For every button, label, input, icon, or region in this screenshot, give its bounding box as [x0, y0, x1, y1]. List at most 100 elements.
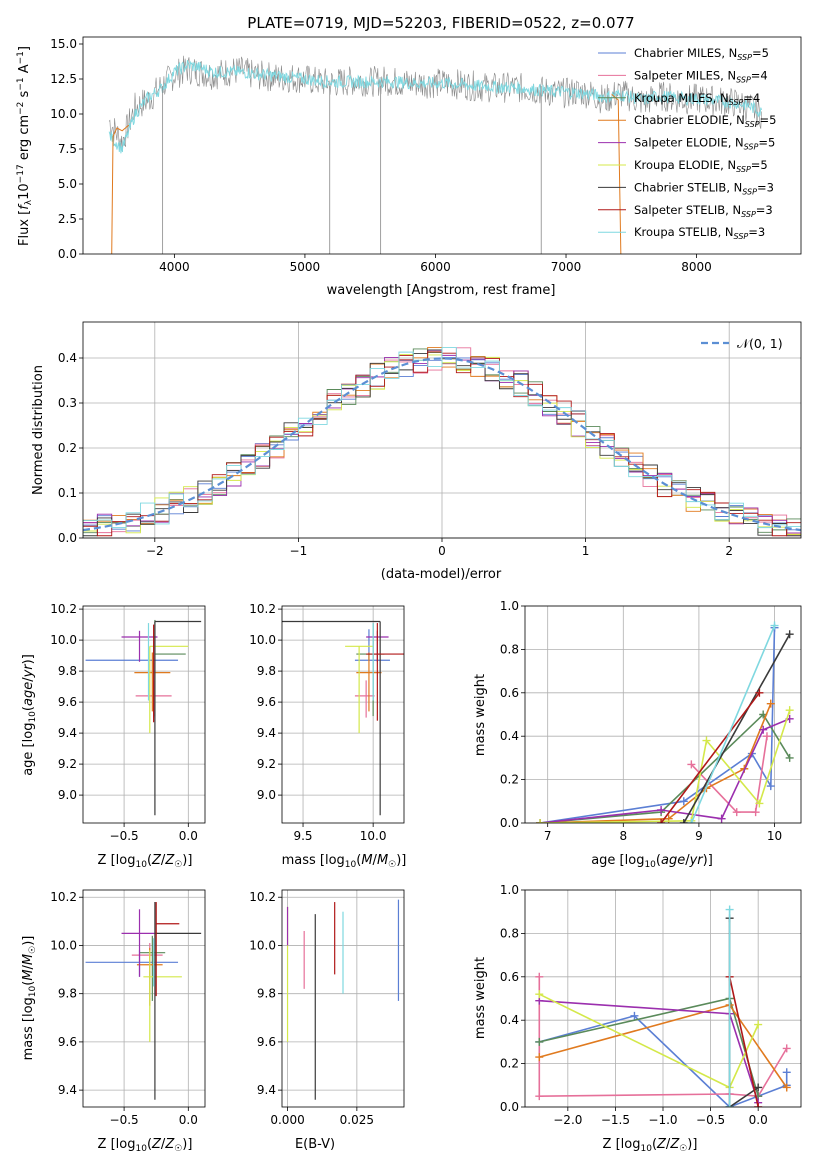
weight-marker: [657, 819, 666, 823]
spectrum-ylabel: Flux [fλ10−17 erg cm−2 s−1 A−1]: [16, 46, 34, 246]
mass-vs-extinction-panel: 0.000 0.025 9.4 9.6 9.8 10.0 10.2: [249, 889, 405, 1127]
weight-marker: [535, 1037, 544, 1046]
residual-xlabel: (data-model)/error: [381, 567, 502, 582]
x-tick-label: 2: [725, 544, 733, 558]
y-tick-label: 10.2: [249, 602, 276, 616]
y-tick-label: 9.8: [257, 664, 276, 678]
weight-marker: [782, 1068, 791, 1077]
weight-marker: [536, 819, 545, 823]
residual-histogram-panel: −2 −1 0 1 2 0.0 0.1 0.2 0.3 0.4 𝒩(0, 1): [58, 321, 802, 558]
y-tick-label: 0.0: [58, 247, 77, 261]
x-tick-label: 0.0: [749, 1113, 768, 1127]
x-tick-label: −1.0: [648, 1113, 677, 1127]
histogram-steps: [83, 347, 801, 538]
mass-ylabel: mass [log10(M/M☉)]: [21, 936, 38, 1061]
weight-marker: [535, 1092, 544, 1101]
weight-age-ylabel: mass weight: [473, 674, 488, 756]
legend-label: Chabrier ELODIE, NSSP=5: [634, 113, 776, 129]
mass-vs-metallicity-panel: −0.5 0.0 9.4 9.6 9.8 10.0 10.2: [50, 889, 206, 1127]
y-tick-label: 9.2: [257, 757, 276, 771]
age-z-xlabel: Z [log10(Z/Z☉)]: [98, 853, 193, 870]
y-tick-label: 0.8: [500, 642, 519, 656]
x-tick-label: 0.0: [179, 829, 198, 843]
y-tick-label: 0.8: [500, 926, 519, 940]
axes-frame: [524, 889, 802, 1108]
y-tick-label: 10.0: [50, 633, 77, 647]
y-tick-label: 0.1: [58, 486, 77, 500]
weight-marker: [535, 1053, 544, 1062]
x-tick-label: 4000: [159, 260, 190, 274]
weight-marker: [785, 630, 794, 639]
y-tick-label: 10.2: [249, 890, 276, 904]
y-tick-label: 9.6: [257, 695, 276, 709]
weight-line: [660, 692, 761, 823]
y-tick-label: 9.8: [58, 987, 77, 1001]
model-edge-red: [611, 94, 622, 254]
model-spectrum-line: [108, 60, 763, 154]
legend-label: Chabrier STELIB, NSSP=3: [634, 180, 774, 196]
y-tick-label: 0.4: [58, 351, 77, 365]
y-tick-label: 9.0: [257, 788, 276, 802]
weight-marker: [687, 819, 696, 823]
weight-marker: [725, 1103, 734, 1107]
errorbar-points: [286, 899, 400, 1100]
weight-marker: [766, 699, 775, 708]
mass-xlabel: mass [log10(M/M☉)]: [282, 853, 407, 870]
weight-marker: [679, 797, 688, 806]
weight-marker: [702, 736, 711, 745]
y-tick-label: 10.0: [249, 633, 276, 647]
weight-marker: [759, 725, 768, 734]
weight-marker: [732, 808, 741, 817]
legend-label: Kroupa ELODIE, NSSP=5: [634, 158, 768, 174]
errorbar-points: [282, 620, 404, 816]
y-tick-label: 9.4: [257, 726, 276, 740]
y-tick-label: 1.0: [500, 883, 519, 897]
weight-z-ylabel: mass weight: [473, 957, 488, 1039]
weight-vs-age-panel: 7 8 9 10 0.0 0.2 0.4 0.6 0.8 1.0: [500, 599, 802, 843]
x-tick-label: −0.5: [696, 1113, 725, 1127]
weight-marker: [657, 805, 666, 814]
x-tick-label: 10: [767, 829, 782, 843]
ebv-xlabel: E(B-V): [295, 1137, 335, 1152]
x-tick-label: 0: [438, 544, 446, 558]
y-tick-label: 9.4: [58, 726, 77, 740]
weight-line: [540, 713, 791, 823]
weight-age-xlabel: age [log10(age/yr)]: [591, 853, 713, 870]
legend-label: Salpeter MILES, NSSP=4: [634, 68, 768, 84]
weight-line: [683, 633, 791, 823]
y-tick-label: 9.6: [58, 1035, 77, 1049]
weight-marker: [687, 760, 696, 769]
weight-marker: [630, 1011, 639, 1020]
y-tick-label: 7.5: [58, 142, 77, 156]
y-tick-label: 9.0: [58, 788, 77, 802]
weight-marker: [754, 1083, 763, 1092]
weight-marker: [782, 1083, 791, 1092]
y-tick-label: 1.0: [500, 599, 519, 613]
legend-label: 𝒩(0, 1): [737, 336, 783, 351]
x-tick-label: 8: [619, 829, 627, 843]
errorbar-points: [85, 619, 202, 816]
legend-label: Chabrier MILES, NSSP=5: [634, 46, 769, 62]
y-tick-label: 0.2: [500, 1057, 519, 1071]
age-vs-metallicity-panel: −0.5 0.0 9.0 9.2 9.4 9.6 9.8 10.0 10.2: [50, 602, 206, 843]
weight-marker: [754, 1020, 763, 1029]
y-tick-label: 9.4: [58, 1083, 77, 1097]
x-tick-label: −1: [290, 544, 308, 558]
weight-line: [690, 625, 776, 823]
x-tick-label: 10.0: [360, 829, 387, 843]
observed-spectrum-line: [108, 55, 762, 152]
y-tick-label: 12.5: [50, 72, 77, 86]
x-tick-label: 9: [695, 829, 703, 843]
x-tick-label: 9.5: [293, 829, 312, 843]
y-tick-label: 0.4: [500, 1013, 519, 1027]
y-tick-label: 10.2: [50, 602, 77, 616]
age-ylabel: age [log10(age/yr)]: [21, 654, 38, 776]
y-tick-label: 9.2: [58, 757, 77, 771]
y-tick-label: 15.0: [50, 37, 77, 51]
y-tick-label: 10.0: [50, 938, 77, 952]
weight-marker: [782, 1044, 791, 1053]
x-tick-label: −2: [146, 544, 164, 558]
x-tick-label: −0.5: [110, 1113, 139, 1127]
mass-z-xlabel: Z [log10(Z/Z☉)]: [98, 1137, 193, 1154]
